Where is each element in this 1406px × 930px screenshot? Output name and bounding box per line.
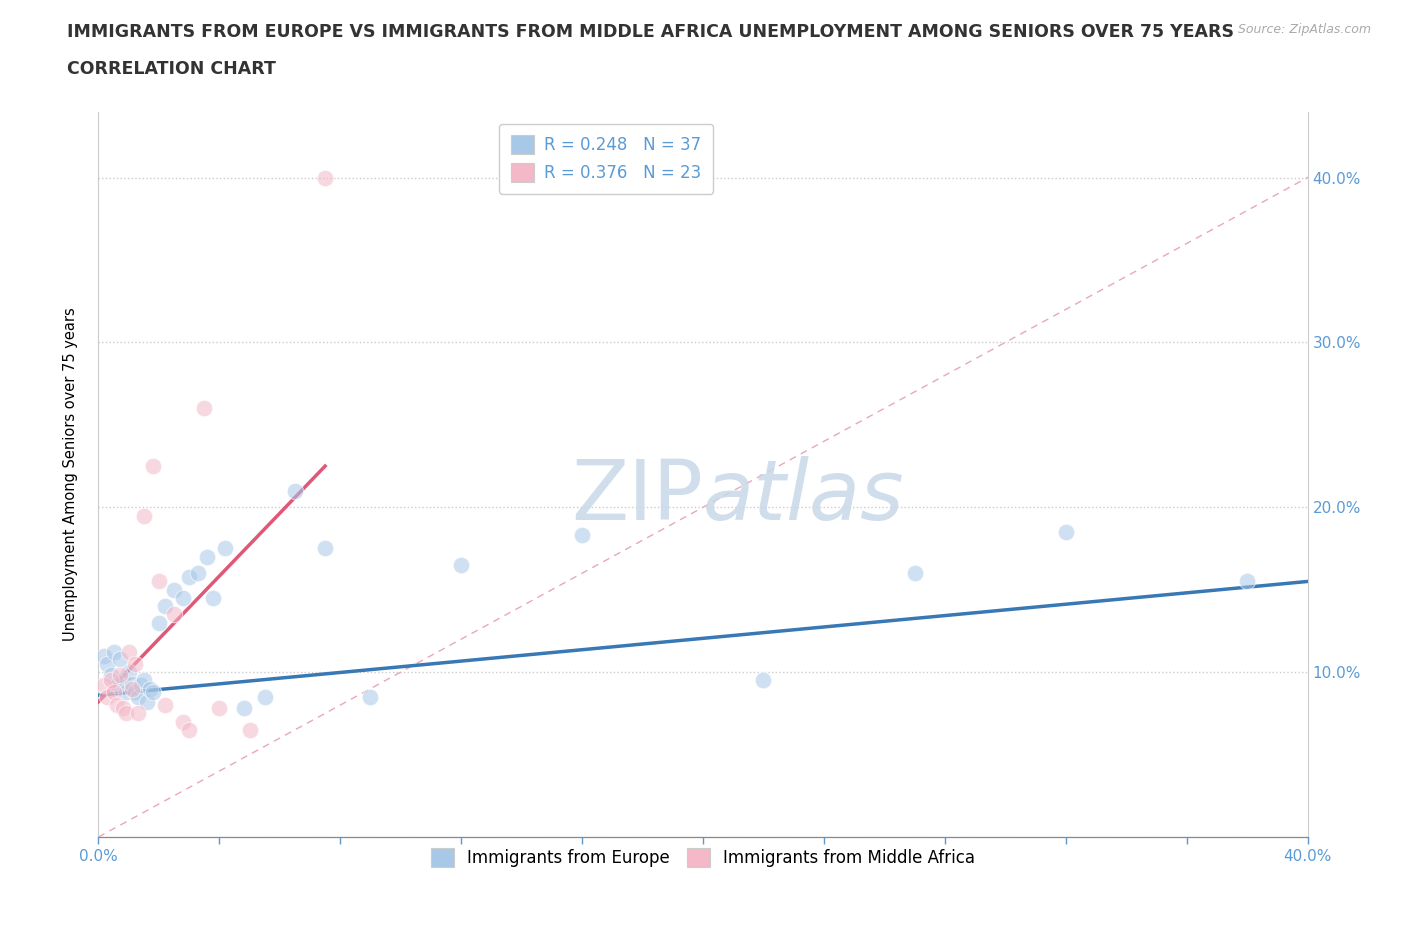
Point [103, 644, 125, 659]
Point [314, 170, 336, 185]
Point [111, 701, 134, 716]
Point [163, 607, 186, 622]
Point [96, 689, 118, 704]
Point [239, 723, 262, 737]
Text: atlas: atlas [703, 456, 904, 537]
Point [111, 673, 134, 688]
Point [114, 706, 136, 721]
Point [179, 723, 201, 737]
Point [132, 508, 155, 523]
Point [208, 701, 231, 716]
Point [571, 528, 593, 543]
Point [214, 541, 236, 556]
Point [360, 689, 382, 704]
Point [148, 616, 170, 631]
Point [193, 401, 215, 416]
Point [114, 684, 136, 699]
Point [118, 665, 141, 680]
Point [172, 714, 194, 729]
Point [132, 673, 155, 688]
Y-axis label: Unemployment Among Seniors over 75 years: Unemployment Among Seniors over 75 years [63, 308, 77, 641]
Point [253, 689, 276, 704]
Point [153, 599, 176, 614]
Point [103, 684, 125, 699]
Point [172, 591, 194, 605]
Point [105, 698, 128, 712]
Point [127, 689, 149, 704]
Point [195, 550, 218, 565]
Point [124, 657, 146, 671]
Point [1054, 525, 1077, 539]
Point [121, 681, 143, 696]
Point [93, 678, 115, 693]
Text: Source: ZipAtlas.com: Source: ZipAtlas.com [1237, 23, 1371, 36]
Point [1236, 574, 1258, 589]
Point [124, 684, 146, 699]
Point [142, 684, 165, 699]
Point [100, 668, 122, 683]
Point [904, 565, 927, 580]
Point [127, 706, 149, 721]
Point [142, 458, 165, 473]
Point [450, 557, 472, 572]
Point [163, 582, 186, 597]
Point [752, 673, 775, 688]
Point [202, 591, 225, 605]
Point [139, 681, 162, 696]
Point [153, 698, 176, 712]
Point [129, 678, 152, 693]
Point [121, 676, 143, 691]
Point [96, 657, 118, 671]
Point [118, 644, 141, 659]
Text: IMMIGRANTS FROM EUROPE VS IMMIGRANTS FROM MIDDLE AFRICA UNEMPLOYMENT AMONG SENIO: IMMIGRANTS FROM EUROPE VS IMMIGRANTS FRO… [67, 23, 1234, 41]
Point [108, 652, 131, 667]
Point [93, 648, 115, 663]
Point [179, 569, 201, 584]
Point [314, 541, 336, 556]
Text: CORRELATION CHART: CORRELATION CHART [67, 60, 277, 78]
Point [284, 484, 307, 498]
Point [100, 673, 122, 688]
Point [148, 574, 170, 589]
Text: ZIP: ZIP [571, 456, 703, 537]
Legend: Immigrants from Europe, Immigrants from Middle Africa: Immigrants from Europe, Immigrants from … [422, 840, 984, 876]
Point [108, 668, 131, 683]
Point [105, 678, 128, 693]
Point [187, 565, 209, 580]
Point [135, 695, 157, 710]
Point [232, 701, 254, 716]
